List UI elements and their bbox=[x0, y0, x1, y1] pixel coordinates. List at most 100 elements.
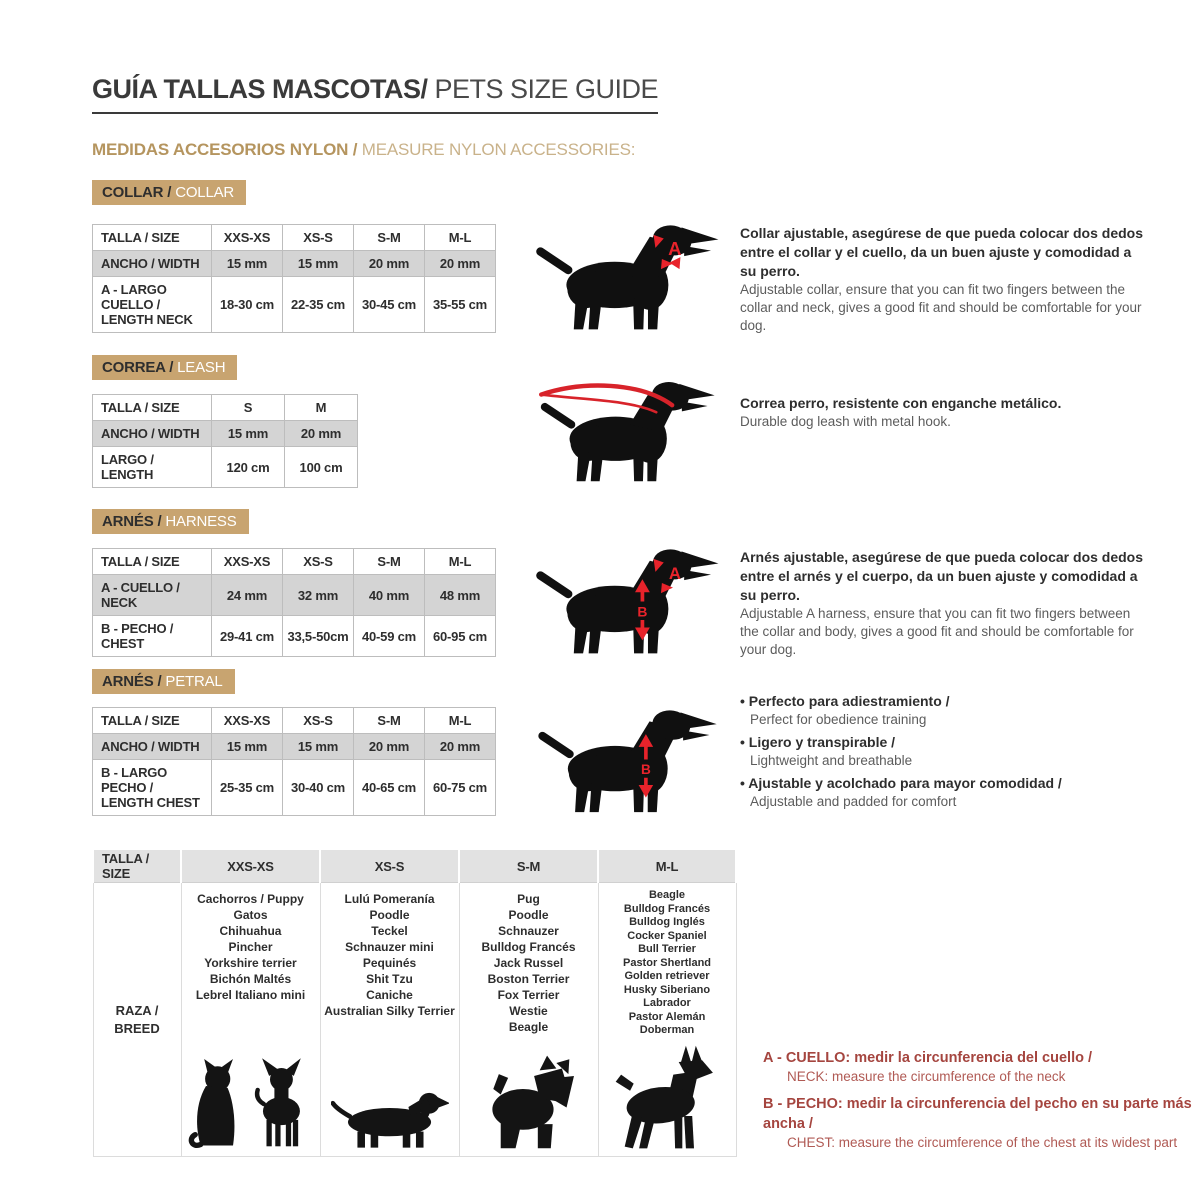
table-row: A - LARGO CUELLO / LENGTH NECK 18-30 cm … bbox=[92, 276, 496, 333]
subtitle-english: MEASURE NYLON ACCESSORIES: bbox=[357, 140, 636, 159]
collar-width-value: 15 mm bbox=[282, 250, 354, 277]
collar-width-value: 20 mm bbox=[353, 250, 425, 277]
dachshund-silhouette-icon bbox=[330, 1092, 449, 1148]
leash-width-value: 20 mm bbox=[284, 420, 358, 447]
collar-neck-value: 18-30 cm bbox=[211, 276, 283, 333]
harness-dog-illustration: A B bbox=[533, 534, 737, 656]
collar-width-label: ANCHO / WIDTH bbox=[92, 250, 212, 277]
collar-section-badge: COLLAR / COLLAR bbox=[92, 180, 247, 205]
petral-chest-value: 30-40 cm bbox=[282, 759, 354, 816]
measure-letter-a: A bbox=[668, 238, 681, 259]
measure-letter-a: A bbox=[669, 564, 681, 583]
petral-badge-english: PETRAL bbox=[161, 673, 223, 690]
table-row: ANCHO / WIDTH 15 mm 20 mm bbox=[92, 420, 358, 447]
note-a-english: NECK: measure the circumference of the n… bbox=[787, 1069, 1066, 1084]
collar-header-m-l: M-L bbox=[424, 224, 496, 251]
harness-header-m-l: M-L bbox=[424, 548, 496, 575]
measure-letter-b: B bbox=[637, 603, 647, 619]
harness-size-table: TALLA / SIZE XXS-XS XS-S S-M M-L A - CUE… bbox=[92, 548, 496, 657]
collar-dog-illustration: A bbox=[533, 210, 737, 332]
harness-header-xxs-xs: XXS-XS bbox=[211, 548, 283, 575]
cat-silhouette-icon bbox=[188, 1059, 234, 1148]
schnauzer-silhouette-icon bbox=[491, 1055, 574, 1149]
collar-description-spanish: Collar ajustable, asegúrese de que pueda… bbox=[740, 225, 1144, 279]
petral-measure-b-marker: B bbox=[638, 734, 654, 798]
breed-column-xs-s: Lulú Pomeranía Poodle Teckel Schnauzer m… bbox=[319, 882, 460, 1157]
page-title: GUÍA TALLAS MASCOTAS/ PETS SIZE GUIDE bbox=[92, 74, 659, 114]
petral-bullet-spanish: Perfecto para adiestramiento / bbox=[740, 692, 1170, 711]
breed-list: Pug Poodle Schnauzer Bulldog Francés Jac… bbox=[481, 892, 576, 1034]
collar-badge-english: COLLAR bbox=[171, 184, 235, 201]
breed-column-s-m: Pug Poodle Schnauzer Bulldog Francés Jac… bbox=[458, 882, 599, 1157]
leash-header-m: M bbox=[284, 394, 358, 421]
collar-header-xs-s: XS-S bbox=[282, 224, 354, 251]
petral-chest-value: 60-75 cm bbox=[424, 759, 496, 816]
table-row: RAZA / BREED Cachorros / Puppy Gatos Chi… bbox=[92, 882, 737, 1157]
leash-description-english: Durable dog leash with metal hook. bbox=[740, 414, 951, 429]
harness-neck-value: 32 mm bbox=[282, 574, 354, 616]
note-b-spanish: B - PECHO: medir la circunferencia del p… bbox=[763, 1096, 1192, 1132]
harness-header-xs-s: XS-S bbox=[282, 548, 354, 575]
note-a: A - CUELLO: medir la circunferencia del … bbox=[763, 1048, 1199, 1086]
collar-size-table: TALLA / SIZE XXS-XS XS-S S-M M-L ANCHO /… bbox=[92, 224, 496, 333]
subtitle-spanish: MEDIDAS ACCESORIOS NYLON / bbox=[92, 140, 358, 159]
petral-dog-illustration: B bbox=[533, 696, 737, 814]
harness-measure-markers: A B bbox=[635, 558, 681, 641]
petral-header-xxs-xs: XXS-XS bbox=[211, 707, 283, 734]
breed-list: Beagle Bulldog Francés Bulldog Inglés Co… bbox=[622, 889, 712, 1036]
petral-bullet-english: Lightweight and breathable bbox=[750, 753, 913, 768]
leash-length-value: 100 cm bbox=[284, 446, 358, 488]
petral-bullet-english: Perfect for obedience training bbox=[750, 712, 927, 727]
collar-neck-length-label: A - LARGO CUELLO / LENGTH NECK bbox=[92, 276, 212, 333]
breed-size-table: TALLA / SIZE XXS-XS XS-S S-M M-L RAZA / … bbox=[92, 848, 737, 1157]
note-b-english: CHEST: measure the circumference of the … bbox=[787, 1135, 1178, 1150]
leash-line-marker bbox=[539, 383, 675, 414]
breed-list: Lulú Pomeranía Poodle Teckel Schnauzer m… bbox=[324, 892, 455, 1018]
leash-badge-english: LEASH bbox=[173, 359, 226, 376]
animal-silhouettes bbox=[188, 1057, 314, 1156]
petral-width-value: 20 mm bbox=[424, 733, 496, 760]
petral-header-s-m: S-M bbox=[353, 707, 425, 734]
breed-header-size: TALLA / SIZE bbox=[92, 848, 182, 883]
table-row: A - CUELLO / NECK 24 mm 32 mm 40 mm 48 m… bbox=[92, 574, 496, 616]
doberman-silhouette-icon bbox=[615, 1045, 713, 1149]
harness-chest-value: 40-59 cm bbox=[353, 615, 425, 657]
breed-header-xxs-xs: XXS-XS bbox=[180, 848, 321, 883]
chihuahua-silhouette-icon bbox=[254, 1058, 301, 1147]
petral-width-value: 15 mm bbox=[211, 733, 283, 760]
harness-neck-value: 24 mm bbox=[211, 574, 283, 616]
petral-header-xs-s: XS-S bbox=[282, 707, 354, 734]
collar-neck-value: 35-55 cm bbox=[424, 276, 496, 333]
harness-description: Arnés ajustable, asegúrese de que pueda … bbox=[740, 548, 1144, 659]
table-row: TALLA / SIZE XXS-XS XS-S S-M M-L bbox=[92, 848, 737, 883]
collar-header-s-m: S-M bbox=[353, 224, 425, 251]
table-row: B - PECHO / CHEST 29-41 cm 33,5-50cm 40-… bbox=[92, 615, 496, 657]
collar-description: Collar ajustable, asegúrese de que pueda… bbox=[740, 224, 1144, 335]
petral-size-table: TALLA / SIZE XXS-XS XS-S S-M M-L ANCHO /… bbox=[92, 707, 496, 816]
leash-header-s: S bbox=[211, 394, 285, 421]
table-row: TALLA / SIZE XXS-XS XS-S S-M M-L bbox=[92, 707, 496, 734]
petral-section-badge: ARNÉS / PETRAL bbox=[92, 669, 235, 694]
breed-header-xs-s: XS-S bbox=[319, 848, 460, 883]
petral-feature-list: Perfecto para adiestramiento / Perfect f… bbox=[740, 692, 1170, 815]
leash-description: Correa perro, resistente con enganche me… bbox=[740, 394, 1144, 431]
collar-badge-spanish: COLLAR / bbox=[102, 184, 172, 201]
petral-header-size: TALLA / SIZE bbox=[92, 707, 212, 734]
list-item: Ligero y transpirable / Lightweight and … bbox=[740, 733, 1170, 770]
petral-header-m-l: M-L bbox=[424, 707, 496, 734]
harness-badge-english: HARNESS bbox=[161, 513, 237, 530]
collar-header-size: TALLA / SIZE bbox=[92, 224, 212, 251]
table-row: TALLA / SIZE S M bbox=[92, 394, 358, 421]
measure-letter-b: B bbox=[641, 762, 651, 777]
leash-width-value: 15 mm bbox=[211, 420, 285, 447]
harness-description-spanish: Arnés ajustable, asegúrese de que pueda … bbox=[740, 549, 1144, 603]
animal-silhouettes bbox=[608, 1044, 726, 1156]
note-b: B - PECHO: medir la circunferencia del p… bbox=[763, 1094, 1199, 1152]
page-title-english: PETS SIZE GUIDE bbox=[427, 74, 659, 104]
breed-row-label: RAZA / BREED bbox=[92, 882, 182, 1157]
harness-section-badge: ARNÉS / HARNESS bbox=[92, 509, 249, 534]
harness-description-english: Adjustable A harness, ensure that you ca… bbox=[740, 606, 1134, 657]
table-row: B - LARGO PECHO / LENGTH CHEST 25-35 cm … bbox=[92, 759, 496, 816]
table-row: LARGO / LENGTH 120 cm 100 cm bbox=[92, 446, 358, 488]
